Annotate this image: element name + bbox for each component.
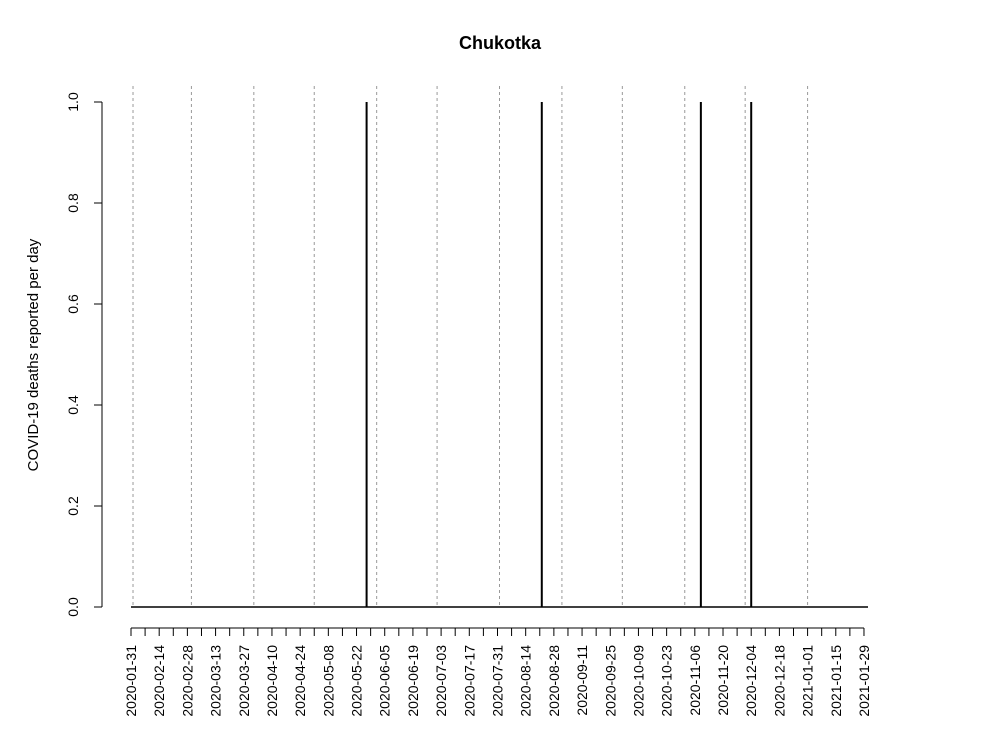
gridlines — [132, 86, 809, 607]
x-tick-label: 2020-11-06 — [687, 645, 703, 716]
x-tick-label: 2020-04-10 — [264, 645, 280, 717]
x-tick-label: 2020-07-17 — [461, 645, 477, 717]
x-tick-label: 2020-09-11 — [574, 645, 590, 716]
y-tick-label: 1.0 — [65, 92, 81, 112]
y-tick-label: 0.0 — [65, 597, 81, 617]
x-tick-label: 2020-02-28 — [179, 645, 195, 717]
data-bars — [131, 102, 868, 608]
x-tick-label: 2020-08-14 — [518, 645, 534, 717]
y-tick-label: 0.8 — [65, 193, 81, 213]
y-tick-label: 0.4 — [65, 395, 81, 415]
x-tick-label: 2020-12-18 — [771, 645, 787, 717]
chart-title: Chukotka — [459, 33, 542, 53]
x-tick-label: 2020-04-24 — [292, 645, 308, 717]
x-tick-label: 2020-08-28 — [546, 645, 562, 717]
y-axis: 0.0 0.2 0.4 0.6 0.8 1.0 — [65, 92, 103, 617]
x-axis: 2020-01-31 2020-02-14 2020-02-28 2020-03-13… — [123, 627, 872, 717]
y-axis-label: COVID-19 deaths reported per day — [25, 238, 42, 471]
x-tick-label: 2021-01-01 — [800, 645, 816, 717]
x-tick-label: 2020-06-05 — [377, 645, 393, 717]
x-tick-label: 2020-10-23 — [659, 645, 675, 717]
x-tick-label: 2020-12-04 — [743, 645, 759, 717]
x-tick-label: 2021-01-15 — [828, 645, 844, 717]
x-tick-label: 2020-07-31 — [489, 645, 505, 717]
x-tick-label: 2020-03-13 — [208, 645, 224, 717]
x-tick-label: 2020-01-31 — [123, 645, 139, 717]
x-tick-label: 2020-03-27 — [236, 645, 252, 717]
x-tick-label: 2020-09-25 — [602, 645, 618, 717]
x-tick-label: 2021-01-29 — [856, 645, 872, 717]
x-tick-label: 2020-10-09 — [630, 645, 646, 717]
x-tick-label: 2020-07-03 — [433, 645, 449, 717]
x-tick-label: 2020-11-20 — [715, 645, 731, 716]
x-tick-label: 2020-02-14 — [151, 645, 167, 717]
y-tick-label: 0.6 — [65, 294, 81, 314]
y-tick-label: 0.2 — [65, 496, 81, 516]
x-tick-label: 2020-06-19 — [405, 645, 421, 717]
x-tick-label: 2020-05-08 — [320, 645, 336, 717]
x-tick-label: 2020-05-22 — [349, 645, 365, 717]
